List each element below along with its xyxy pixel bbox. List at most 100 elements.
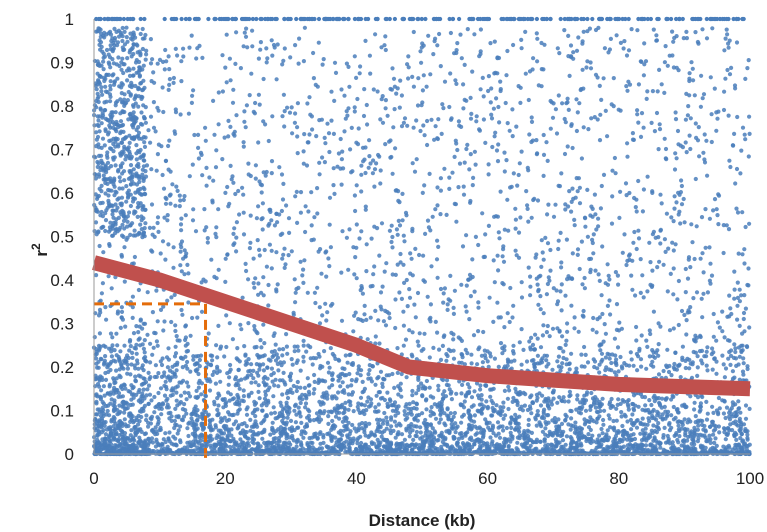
scatter-point xyxy=(357,71,362,76)
scatter-point xyxy=(131,331,137,336)
scatter-point xyxy=(264,413,269,418)
scatter-point xyxy=(269,411,274,416)
scatter-point xyxy=(464,146,469,152)
scatter-point xyxy=(302,132,307,137)
scatter-point xyxy=(579,352,584,357)
scatter-point xyxy=(591,315,596,321)
scatter-point xyxy=(569,303,574,308)
scatter-point xyxy=(120,394,125,399)
scatter-point xyxy=(213,381,218,386)
scatter-point xyxy=(506,406,511,412)
scatter-point xyxy=(699,215,705,220)
scatter-point xyxy=(436,117,441,122)
scatter-point xyxy=(494,148,500,153)
scatter-point xyxy=(291,383,296,389)
scatter-point xyxy=(103,432,108,437)
scatter-point xyxy=(228,124,233,129)
scatter-point xyxy=(539,264,544,269)
scatter-point xyxy=(139,429,144,434)
scatter-point xyxy=(576,35,581,40)
scatter-point xyxy=(743,429,749,434)
scatter-point xyxy=(560,101,565,106)
scatter-point xyxy=(418,425,423,430)
scatter-point xyxy=(682,417,687,422)
scatter-point xyxy=(459,56,464,61)
scatter-point xyxy=(243,353,248,358)
scatter-point xyxy=(599,97,604,102)
scatter-point xyxy=(635,112,640,117)
scatter-point xyxy=(234,249,239,254)
scatter-point xyxy=(564,434,570,439)
scatter-point xyxy=(182,402,187,407)
scatter-point xyxy=(124,35,129,40)
scatter-point xyxy=(701,92,707,97)
scatter-point xyxy=(735,295,741,300)
scatter-point xyxy=(142,338,147,343)
scatter-point xyxy=(721,223,726,228)
scatter-point xyxy=(280,256,285,261)
scatter-point xyxy=(590,433,595,438)
scatter-point xyxy=(340,149,345,154)
scatter-point xyxy=(323,301,328,306)
scatter-point xyxy=(593,72,599,77)
scatter-point xyxy=(488,41,493,46)
scatter-point xyxy=(306,389,311,394)
scatter-point xyxy=(535,36,540,41)
scatter-point xyxy=(287,110,293,115)
scatter-point xyxy=(401,309,406,314)
scatter-point xyxy=(224,313,229,318)
scatter-point xyxy=(620,433,626,438)
scatter-point xyxy=(647,398,652,403)
scatter-point xyxy=(227,201,232,206)
scatter-point xyxy=(664,363,669,368)
scatter-point xyxy=(582,422,588,427)
scatter-point xyxy=(510,107,515,112)
scatter-point xyxy=(654,33,659,38)
scatter-point xyxy=(545,241,551,246)
scatter-point xyxy=(484,421,489,426)
scatter-point xyxy=(143,105,148,110)
scatter-point xyxy=(602,46,608,51)
scatter-point xyxy=(211,178,216,183)
scatter-point xyxy=(513,206,518,211)
scatter-point xyxy=(489,116,495,121)
scatter-point xyxy=(658,324,663,329)
scatter-point xyxy=(478,408,483,414)
scatter-point xyxy=(187,45,192,50)
scatter-point xyxy=(478,27,483,32)
scatter-point xyxy=(730,369,736,374)
scatter-point xyxy=(472,149,477,154)
scatter-point xyxy=(441,106,446,111)
scatter-point xyxy=(429,405,434,410)
scatter-point xyxy=(452,154,457,159)
scatter-point xyxy=(601,76,606,81)
scatter-point xyxy=(247,246,252,251)
scatter-point xyxy=(490,144,495,150)
scatter-point xyxy=(486,74,491,79)
scatter-point xyxy=(688,265,693,270)
scatter-point xyxy=(288,387,293,392)
scatter-point xyxy=(547,334,552,339)
scatter-point xyxy=(456,119,461,124)
scatter-point xyxy=(114,217,119,222)
scatter-point xyxy=(360,390,365,395)
scatter-point xyxy=(526,265,531,270)
scatter-point xyxy=(735,280,740,285)
scatter-point xyxy=(301,267,306,272)
scatter-point xyxy=(394,442,399,447)
scatter-point xyxy=(526,97,531,103)
scatter-point xyxy=(226,390,231,395)
scatter-point xyxy=(292,120,297,125)
scatter-point xyxy=(468,152,473,157)
scatter-point xyxy=(631,363,636,368)
scatter-point xyxy=(393,435,398,440)
scatter-point xyxy=(707,245,712,250)
scatter-point xyxy=(423,417,428,423)
scatter-point xyxy=(700,251,705,256)
scatter-point xyxy=(641,73,647,78)
scatter-point xyxy=(366,165,371,170)
scatter-point xyxy=(148,114,154,119)
scatter-point xyxy=(155,61,160,66)
scatter-point xyxy=(505,197,510,202)
scatter-point xyxy=(360,291,365,296)
